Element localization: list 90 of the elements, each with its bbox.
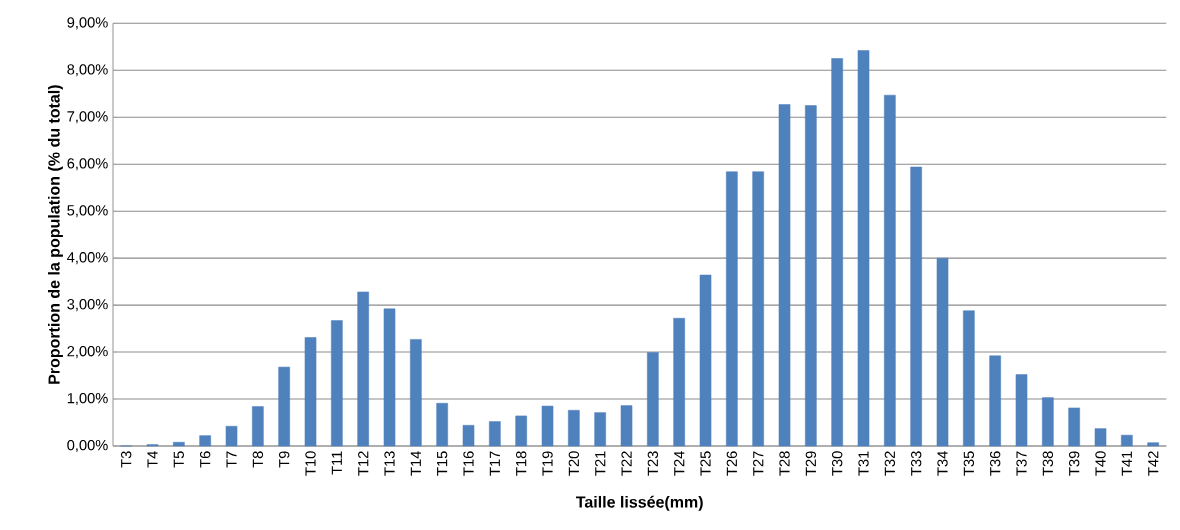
x-tick-label: T22	[621, 451, 632, 476]
bar	[673, 317, 685, 447]
x-tick-label: T18	[516, 451, 527, 476]
y-tick-label: 3,00%	[67, 299, 108, 312]
x-tick-label: T25	[700, 451, 711, 476]
x-tick-label: T37	[1016, 451, 1027, 476]
bar	[647, 352, 659, 447]
bar	[304, 337, 317, 447]
x-tick-label: T13	[384, 451, 395, 476]
bar	[620, 405, 633, 447]
x-tick-label: T20	[568, 451, 580, 476]
x-tick-label: T40	[1095, 451, 1106, 476]
x-tick-label: T10	[305, 451, 316, 476]
x-tick-label: T12	[358, 451, 369, 476]
x-tick-label: T6	[200, 451, 211, 468]
x-tick-label: T42	[1148, 451, 1159, 476]
bar	[252, 406, 264, 447]
bar	[331, 320, 343, 447]
x-tick-label: T38	[1042, 451, 1054, 476]
bar	[568, 410, 580, 447]
bar	[726, 171, 738, 447]
x-tick-label: T36	[989, 451, 1001, 476]
x-tick-label: T16	[463, 451, 474, 476]
x-tick-label: T27	[753, 451, 764, 476]
bar	[199, 435, 211, 447]
bar	[936, 257, 949, 447]
y-tick-label: 4,00%	[67, 252, 108, 265]
y-axis-title: Proportion de la population (% du total)	[47, 85, 63, 384]
x-tick-label: T32	[884, 451, 896, 476]
bar	[778, 104, 791, 447]
bar	[831, 58, 843, 447]
x-tick-label: T14	[410, 451, 421, 476]
x-tick-label: T5	[173, 451, 184, 468]
x-tick-label: T17	[489, 451, 500, 476]
x-tick-label: T31	[858, 451, 869, 476]
x-tick-label: T4	[147, 451, 158, 468]
bar	[515, 415, 527, 447]
y-tick-label: 0,00%	[67, 439, 108, 453]
bar	[857, 50, 870, 447]
bar	[699, 274, 712, 447]
bar	[752, 171, 764, 447]
bar	[489, 421, 501, 447]
x-tick-label: T8	[252, 451, 264, 468]
y-tick-label: 1,00%	[67, 392, 108, 406]
bar	[1068, 407, 1080, 447]
bar	[963, 310, 975, 447]
bar	[462, 425, 475, 447]
x-tick-label: T7	[226, 451, 237, 468]
x-tick-label: T3	[121, 451, 132, 468]
x-tick-label: T19	[542, 451, 553, 476]
bar	[278, 366, 290, 447]
bar	[1121, 434, 1133, 447]
x-tick-label: T35	[963, 451, 975, 476]
bar	[910, 166, 922, 447]
x-tick-label: T30	[832, 451, 843, 476]
x-tick-label: T21	[595, 451, 606, 476]
bar	[1042, 397, 1054, 447]
bar	[436, 402, 448, 447]
bar	[594, 412, 606, 447]
x-tick-label: T26	[726, 451, 738, 476]
bar	[884, 94, 896, 447]
x-tick-label: T23	[647, 451, 659, 476]
bar	[357, 291, 369, 447]
bar	[541, 405, 554, 447]
bar	[225, 425, 238, 447]
x-tick-label: T24	[674, 451, 685, 476]
x-tick-label: T28	[779, 451, 790, 476]
x-axis-title: Taille lissée(mm)	[575, 495, 703, 511]
x-tick-label: T9	[279, 451, 290, 468]
y-tick-label: 7,00%	[67, 111, 108, 124]
x-tick-label: T29	[805, 451, 817, 476]
bar	[805, 105, 817, 447]
bar	[989, 355, 1001, 447]
y-tick-label: 6,00%	[67, 158, 108, 171]
bar	[1015, 374, 1028, 447]
x-tick-label: T11	[331, 451, 342, 475]
bar	[173, 441, 185, 447]
x-tick-label: T41	[1121, 451, 1132, 476]
bar	[383, 308, 396, 447]
x-tick-label: T15	[437, 451, 448, 476]
x-tick-label: T33	[910, 451, 922, 476]
x-tick-label: T34	[937, 451, 948, 476]
x-tick-label: T39	[1068, 451, 1080, 476]
y-tick-label: 2,00%	[67, 346, 108, 359]
y-tick-label: 9,00%	[67, 17, 108, 30]
y-tick-label: 8,00%	[67, 64, 108, 77]
bar	[1147, 442, 1159, 447]
bar	[410, 339, 422, 447]
y-tick-label: 5,00%	[67, 205, 108, 218]
bar	[1094, 428, 1107, 447]
